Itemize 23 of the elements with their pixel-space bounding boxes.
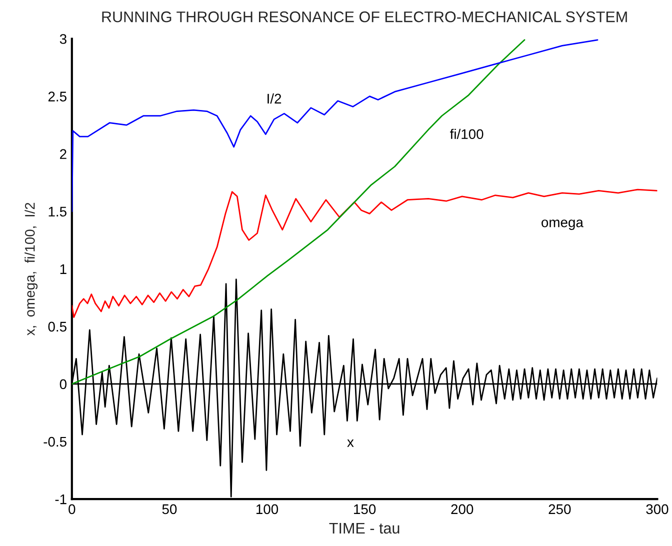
- x-tick-label: 0: [68, 504, 76, 514]
- y-tick-label: 1: [60, 264, 66, 274]
- y-tick-label: 0: [60, 379, 66, 390]
- x-axis-title: TIME - tau: [329, 522, 400, 534]
- series-label: I/2: [268, 93, 282, 104]
- x-tick-label: 50: [162, 504, 177, 514]
- series-label: fi/100: [450, 128, 484, 140]
- series-label: x: [347, 440, 354, 447]
- x-tick-label: 150: [354, 504, 376, 514]
- y-tick-label: 0.5: [48, 322, 66, 332]
- chart-title: RUNNING THROUGH RESONANCE OF ELECTRO-MECHANICAL SYSTEM: [102, 11, 627, 22]
- x-tick-label: 300: [646, 504, 668, 514]
- y-tick-label: 3: [60, 34, 66, 44]
- series-label: omega: [542, 220, 584, 230]
- x-tick-label: 250: [548, 504, 571, 514]
- y-tick-label: 2: [60, 149, 66, 159]
- x-tick-label: 100: [256, 504, 278, 514]
- x-tick-label: 200: [451, 504, 474, 514]
- y-axis-title: x, omega, fi/100, I/2: [24, 202, 38, 336]
- y-tick-label: -0.5: [44, 436, 66, 447]
- y-tick-label: 1.5: [48, 206, 66, 217]
- y-tick-label: -1: [55, 494, 66, 504]
- y-tick-label: 2.5: [48, 92, 66, 102]
